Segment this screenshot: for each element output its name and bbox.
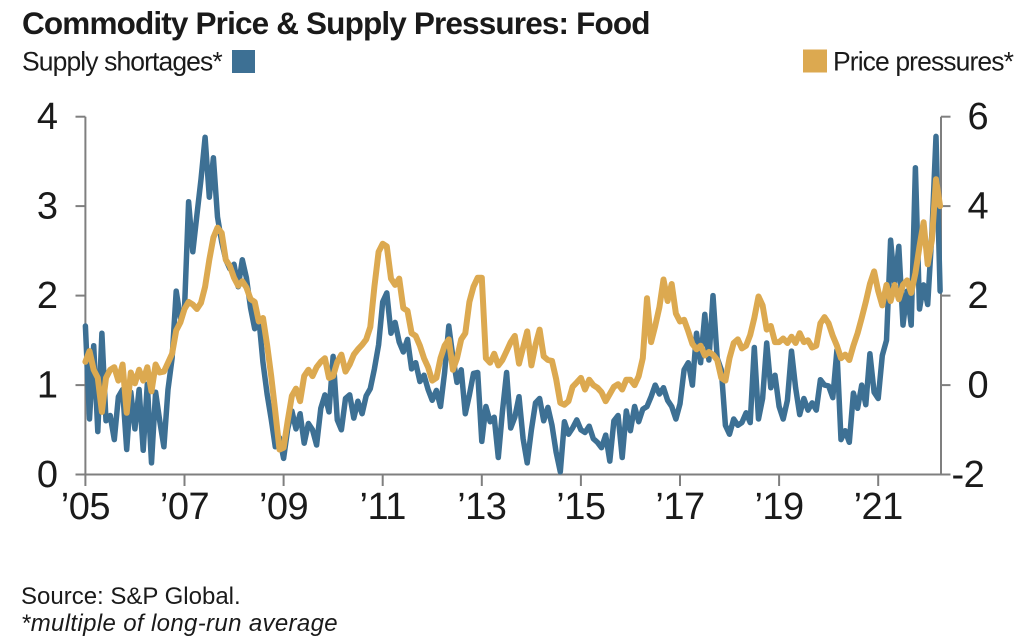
svg-text:0: 0 [37, 454, 58, 496]
svg-text:-2: -2 [952, 454, 985, 496]
svg-text:2: 2 [37, 275, 58, 317]
svg-text:*multiple of long-run average: *multiple of long-run average [21, 610, 338, 637]
svg-text:4: 4 [37, 96, 58, 138]
svg-text:0: 0 [968, 365, 989, 407]
svg-text:’21: ’21 [854, 486, 903, 528]
svg-text:’13: ’13 [457, 486, 506, 528]
svg-text:’11: ’11 [360, 486, 406, 528]
svg-text:’17: ’17 [655, 486, 704, 528]
svg-text:1: 1 [37, 365, 58, 407]
svg-text:Supply shortages*: Supply shortages* [22, 47, 222, 77]
svg-text:’19: ’19 [754, 486, 803, 528]
svg-text:Price pressures*: Price pressures* [833, 47, 1014, 77]
svg-text:’05: ’05 [61, 486, 110, 528]
svg-text:’07: ’07 [160, 486, 209, 528]
svg-text:Source: S&P Global.: Source: S&P Global. [21, 583, 241, 610]
svg-text:3: 3 [37, 186, 58, 228]
svg-text:’15: ’15 [556, 486, 605, 528]
svg-text:6: 6 [968, 96, 989, 138]
svg-text:’09: ’09 [259, 486, 308, 528]
svg-text:Commodity Price & Supply Press: Commodity Price & Supply Pressures: Food [22, 5, 650, 41]
svg-text:4: 4 [968, 186, 989, 228]
svg-text:2: 2 [968, 275, 989, 317]
